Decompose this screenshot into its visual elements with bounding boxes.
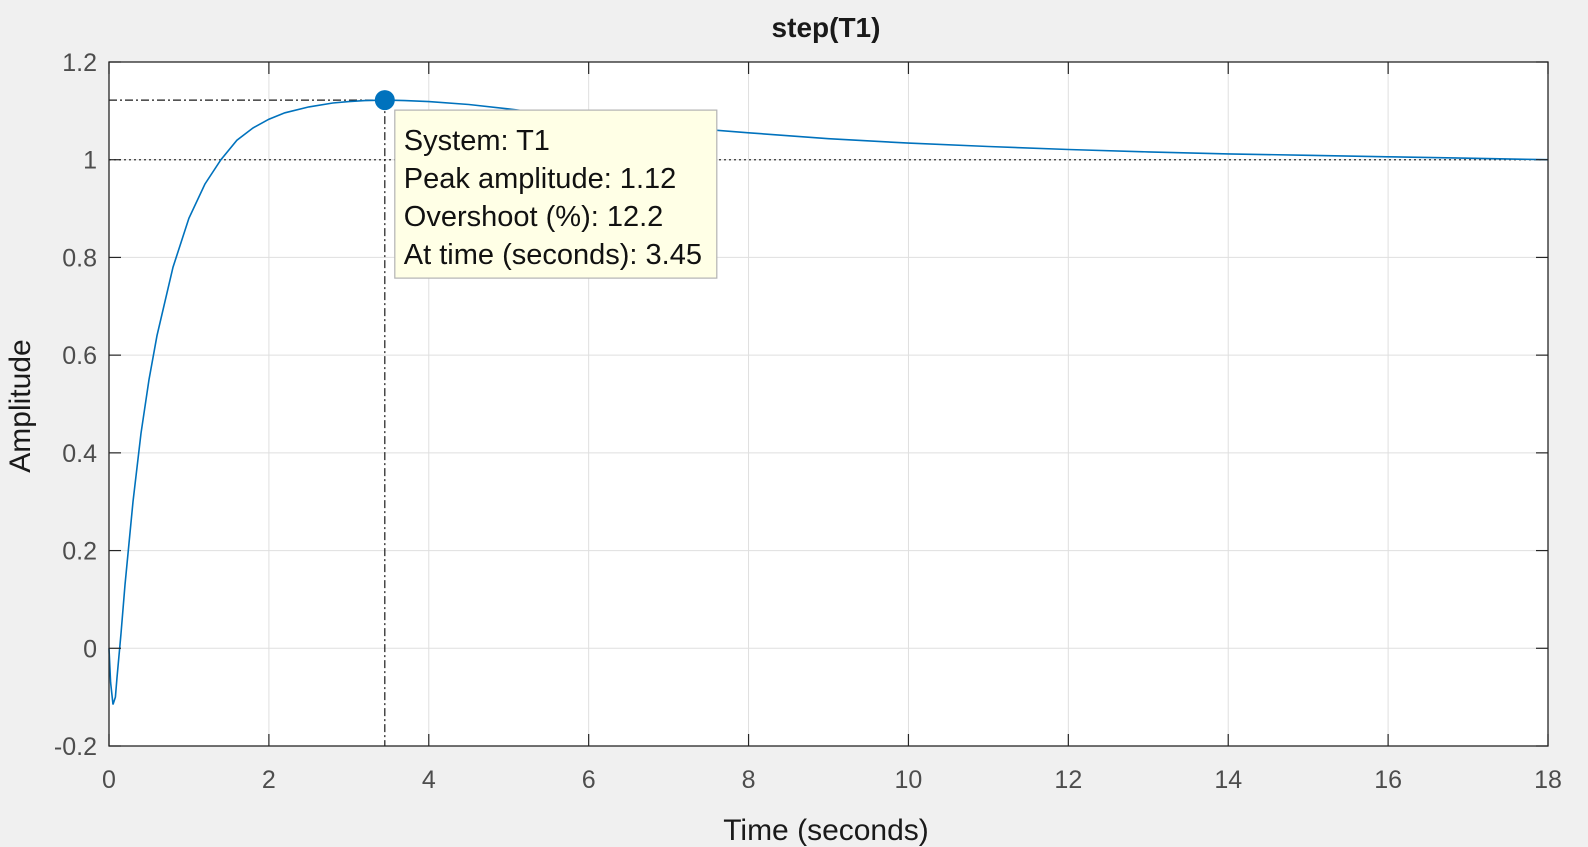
y-tick-label: 0.6 (62, 342, 97, 370)
y-axis-label: Amplitude (4, 339, 37, 472)
axis-ticks (108, 61, 1549, 747)
datatip-time-line: At time (seconds): 3.45 (404, 239, 702, 271)
x-tick-label: 4 (422, 766, 436, 794)
x-tick-label: 8 (742, 766, 756, 794)
x-tick-label: 14 (1214, 766, 1242, 794)
x-tick-label: 0 (102, 766, 116, 794)
datatip-peak-line: Peak amplitude: 1.12 (404, 163, 676, 195)
y-tick-label: 0.8 (62, 244, 97, 272)
datatip-system-line: System: T1 (404, 125, 550, 157)
peak-guide-lines (109, 99, 386, 746)
y-tick-label: 0.4 (62, 440, 97, 468)
x-tick-label: 18 (1534, 766, 1562, 794)
datatip-box (394, 109, 718, 279)
y-tick-label: -0.2 (54, 733, 97, 761)
y-tick-label: 0.2 (62, 538, 97, 566)
peak-marker[interactable] (374, 90, 395, 111)
x-tick-label: 16 (1374, 766, 1402, 794)
series-line-T1 (108, 99, 1549, 705)
x-axis-label: Time (seconds) (723, 814, 929, 847)
chart-title: step(T1) (772, 12, 881, 43)
datatip-overshoot-line: Overshoot (%): 12.2 (404, 201, 664, 233)
x-tick-label: 10 (895, 766, 923, 794)
plot-area (109, 62, 1548, 746)
x-tick-label: 12 (1054, 766, 1082, 794)
x-tick-labels: 0 2 4 6 8 10 12 14 16 18 (102, 766, 1562, 794)
y-tick-label: 0 (83, 635, 97, 663)
x-tick-label: 6 (582, 766, 596, 794)
y-tick-label: 1 (83, 147, 97, 175)
y-tick-labels: -0.2 0 0.2 0.4 0.6 0.8 1 1.2 (54, 49, 97, 761)
x-tick-label: 2 (262, 766, 276, 794)
axes-box (108, 61, 1549, 747)
y-tick-label: 1.2 (62, 49, 97, 77)
datatip[interactable]: System: T1 Peak amplitude: 1.12 Overshoo… (394, 109, 718, 279)
